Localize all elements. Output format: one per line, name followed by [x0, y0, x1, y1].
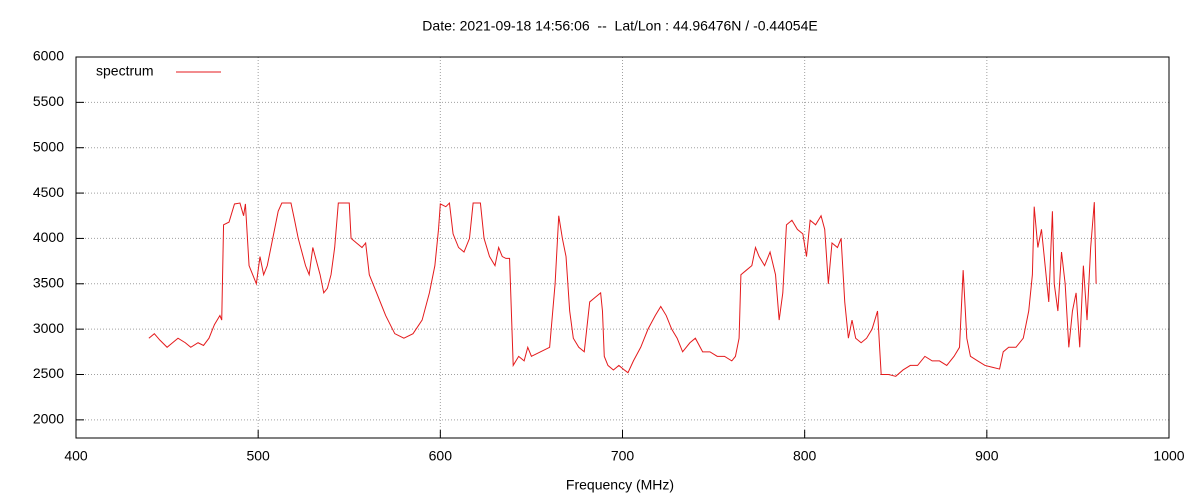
y-tick-label: 2500 [33, 365, 64, 381]
data-line [148, 201, 1097, 377]
y-tick-label: 4000 [33, 229, 64, 245]
legend-label: spectrum [96, 63, 154, 79]
y-tick-label: 3000 [33, 320, 64, 336]
y-tick-label: 2000 [33, 411, 64, 427]
y-tick-label: 6000 [33, 48, 64, 64]
y-tick-label: 3500 [33, 274, 64, 290]
y-tick-label: 4500 [33, 184, 64, 200]
y-tick-label: 5000 [33, 138, 64, 154]
x-axis-label: Frequency (MHz) [566, 477, 674, 493]
x-tick-label: 400 [64, 448, 88, 464]
x-tick-label: 1000 [1153, 448, 1184, 464]
x-tick-label: 700 [611, 448, 635, 464]
x-tick-label: 500 [246, 448, 270, 464]
x-tick-label: 800 [793, 448, 817, 464]
chart-title: Date: 2021-09-18 14:56:06 -- Lat/Lon : 4… [422, 18, 817, 34]
x-tick-label: 900 [975, 448, 999, 464]
y-tick-label: 5500 [33, 93, 64, 109]
plot-border [75, 56, 1170, 439]
x-tick-label: 600 [429, 448, 453, 464]
